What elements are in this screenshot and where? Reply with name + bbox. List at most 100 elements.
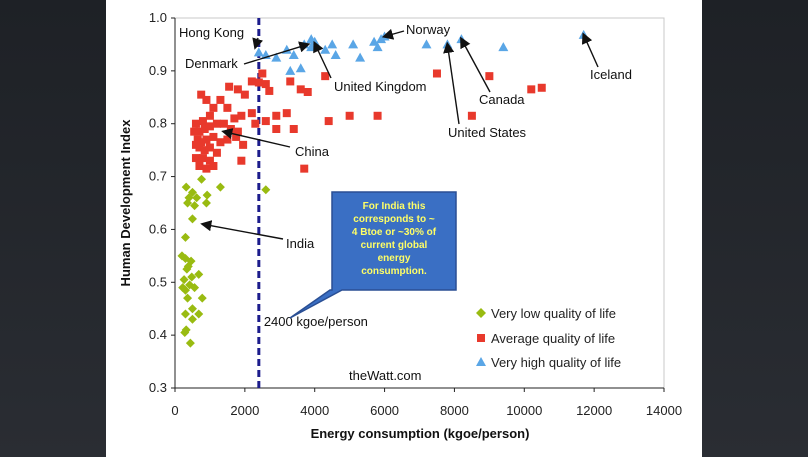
annotation-arrow [581, 32, 599, 68]
x-tick-label: 2000 [230, 403, 259, 418]
point-average [191, 154, 200, 163]
point-very-low [187, 214, 197, 224]
point-average [537, 83, 546, 92]
point-average [205, 111, 214, 120]
point-very-low [187, 187, 197, 197]
point-average [282, 109, 291, 118]
point-average [212, 148, 221, 157]
point-very-high [253, 47, 264, 57]
x-tick-label: 4000 [300, 403, 329, 418]
legend-marker-diamond [476, 308, 486, 318]
y-axis-title: Human Development Index [118, 119, 133, 287]
annotation-label: United States [448, 125, 527, 140]
legend-marker-square [477, 334, 485, 342]
point-average [209, 132, 218, 141]
point-average [272, 111, 281, 120]
x-tick-label: 14000 [646, 403, 682, 418]
point-average [223, 135, 232, 144]
point-average [289, 125, 298, 133]
y-tick-label: 1.0 [149, 10, 167, 25]
point-average [200, 125, 209, 133]
point-very-high [327, 39, 338, 49]
point-average [240, 90, 249, 99]
point-very-low [187, 314, 197, 324]
y-tick-label: 0.3 [149, 380, 167, 395]
point-average [202, 164, 211, 173]
point-average [247, 109, 256, 118]
point-very-low [194, 309, 204, 319]
point-average [300, 164, 309, 173]
callout-line: energy [378, 253, 411, 264]
point-average [209, 162, 218, 170]
point-average [432, 69, 441, 78]
point-average [237, 111, 246, 120]
point-very-low [261, 185, 271, 195]
point-average [202, 95, 211, 104]
point-average [205, 143, 214, 152]
point-average [195, 143, 204, 152]
point-average [261, 80, 270, 89]
annotation-label: India [286, 236, 315, 251]
point-very-low [201, 198, 211, 208]
x-tick-label: 8000 [440, 403, 469, 418]
data-points [177, 29, 589, 348]
point-very-high [295, 63, 306, 73]
point-average [230, 114, 239, 123]
point-average [254, 78, 263, 87]
point-average [247, 77, 256, 86]
point-average [198, 117, 207, 126]
y-tick-label: 0.5 [149, 274, 167, 289]
point-average [237, 156, 246, 165]
legend-label: Average quality of life [491, 331, 615, 346]
x-tick-label: 6000 [370, 403, 399, 418]
y-tick-labels: 0.3 0.4 0.5 0.6 0.7 0.8 0.9 1.0 [149, 10, 175, 395]
point-average [467, 111, 476, 120]
point-very-low [190, 201, 200, 211]
point-average [223, 103, 232, 112]
point-very-low [192, 193, 202, 203]
point-very-low [183, 198, 193, 208]
annotation-label: Norway [406, 22, 451, 37]
point-average [209, 103, 218, 112]
point-average [373, 111, 382, 120]
x-axis-title: Energy consumption (kgoe/person) [311, 426, 530, 441]
point-average [233, 127, 242, 136]
annotation-label: Denmark [185, 56, 238, 71]
point-very-low [197, 174, 207, 184]
point-average [296, 85, 305, 94]
x-tick-labels: 0 2000 4000 6000 8000 10000 12000 14000 [171, 388, 682, 418]
point-average [345, 111, 354, 120]
point-very-low [178, 283, 188, 293]
callout-line: 4 Btoe or ~30% of [352, 227, 437, 238]
point-average [258, 69, 267, 78]
annotation-label: China [295, 144, 330, 159]
point-average [261, 117, 270, 126]
point-very-high [369, 36, 380, 46]
point-average [190, 127, 199, 136]
point-average [303, 88, 312, 96]
point-average [232, 132, 241, 141]
annotation-arrow [243, 41, 311, 65]
point-very-high [271, 52, 282, 62]
annotation-arrow [252, 37, 264, 50]
point-very-high [285, 65, 296, 75]
point-average [205, 156, 214, 165]
annotation-label: Hong Kong [179, 25, 244, 40]
point-average [226, 125, 235, 133]
point-average [197, 90, 206, 99]
annotation-arrow [200, 220, 284, 240]
point-average [191, 119, 200, 128]
point-very-low [194, 269, 204, 279]
x-tick-label: 0 [171, 403, 178, 418]
point-average [233, 85, 242, 94]
point-very-high [355, 52, 366, 62]
point-very-low [185, 338, 195, 348]
point-average [216, 95, 225, 104]
callout-text: For India this corresponds to ~ 4 Btoe or … [352, 201, 437, 277]
point-average [286, 77, 295, 86]
point-average [225, 82, 234, 91]
threshold-label: 2400 kgoe/person [264, 314, 368, 329]
y-tick-label: 0.6 [149, 221, 167, 236]
callout-line: corresponds to ~ [353, 214, 435, 225]
